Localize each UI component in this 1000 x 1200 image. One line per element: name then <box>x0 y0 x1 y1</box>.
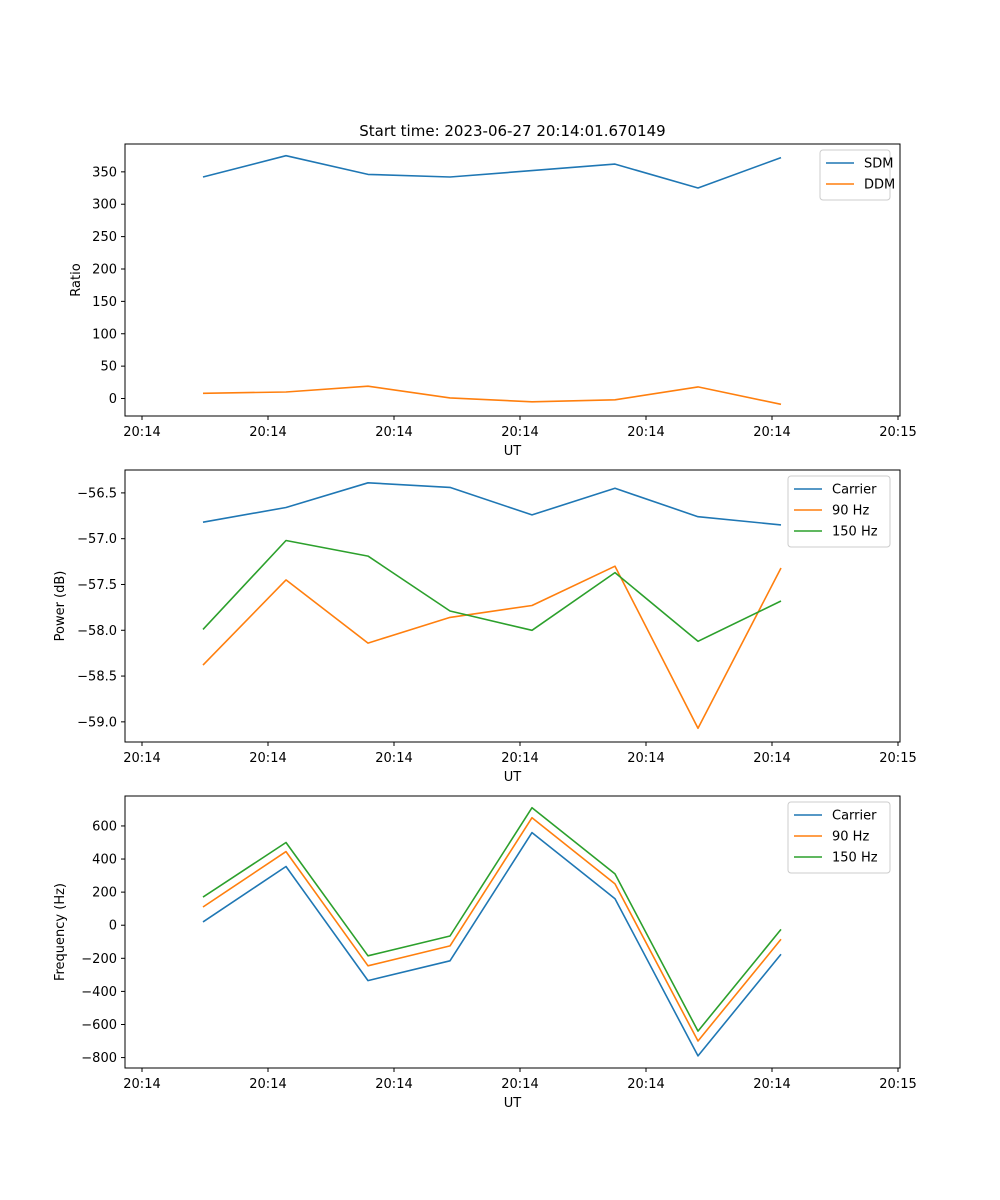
x-tick-label: 20:14 <box>627 751 664 766</box>
x-tick-label: 20:14 <box>501 751 538 766</box>
x-tick-label: 20:15 <box>879 425 916 440</box>
legend-label: Carrier <box>832 483 877 498</box>
legend-box <box>787 475 891 548</box>
panel-3: 20:14 20:14 20:14 20:14 20:14 20:14 20:15 UT −80… <box>53 795 917 1111</box>
y-tick-label: −57.0 <box>77 532 117 547</box>
legend: Carrier 90 Hz 150 Hz <box>787 475 891 548</box>
legend-label: 150 Hz <box>832 525 878 540</box>
legend-label: 90 Hz <box>832 830 869 845</box>
y-tick-label: −59.0 <box>77 715 117 730</box>
x-tick-label: 20:15 <box>879 1077 916 1092</box>
x-axis-label: UT <box>504 770 522 785</box>
y-axis-label: Frequency (Hz) <box>53 883 68 981</box>
x-tick-label: 20:14 <box>249 425 286 440</box>
y-tick-label: 0 <box>109 919 117 934</box>
x-tick-label: 20:14 <box>753 751 790 766</box>
panels: 20:14 20:14 20:14 20:14 20:14 20:14 20:15 UT 0 50… <box>53 143 917 1111</box>
x-tick-label: 20:14 <box>249 1077 286 1092</box>
y-tick-label: 300 <box>92 198 117 213</box>
y-tick-label: −58.5 <box>77 670 117 685</box>
series-line-sdm <box>202 154 782 189</box>
legend-label: SDM <box>864 157 893 172</box>
x-tick-label: 20:14 <box>627 1077 664 1092</box>
y-axis-label: Ratio <box>69 263 84 296</box>
x-axis-label: UT <box>504 1096 522 1111</box>
x-axis-label: UT <box>504 444 522 459</box>
y-tick-label: −56.5 <box>77 486 117 501</box>
x-tick-label: 20:14 <box>249 751 286 766</box>
y-tick-label: 350 <box>92 165 117 180</box>
series-line-150-hz <box>202 806 782 1032</box>
y-tick-label: 0 <box>109 392 117 407</box>
y-tick-label: −400 <box>81 985 117 1000</box>
legend-label: DDM <box>864 178 895 193</box>
x-tick-label: 20:14 <box>123 425 160 440</box>
legend-label: 150 Hz <box>832 851 878 866</box>
y-tick-label: −800 <box>81 1051 117 1066</box>
series-line-carrier <box>202 481 782 526</box>
y-tick-label: 250 <box>92 230 117 245</box>
y-tick-label: −200 <box>81 952 117 967</box>
axes-frame <box>124 469 901 743</box>
legend-box <box>787 801 891 874</box>
y-tick-label: 600 <box>92 819 117 834</box>
y-tick-label: 100 <box>92 327 117 342</box>
y-tick-label: 200 <box>92 262 117 277</box>
x-tick-label: 20:14 <box>753 425 790 440</box>
legend: Carrier 90 Hz 150 Hz <box>787 801 891 874</box>
series-line-carrier <box>202 831 782 1057</box>
x-tick-label: 20:15 <box>879 751 916 766</box>
x-tick-label: 20:14 <box>375 425 412 440</box>
x-tick-label: 20:14 <box>123 751 160 766</box>
series-line-150-hz <box>202 539 782 643</box>
series-line-90-hz <box>202 816 782 1042</box>
y-tick-label: 400 <box>92 853 117 868</box>
axes-frame <box>124 795 901 1069</box>
x-tick-label: 20:14 <box>123 1077 160 1092</box>
y-tick-label: −58.0 <box>77 624 117 639</box>
x-tick-label: 20:14 <box>627 425 664 440</box>
series-line-ddm <box>202 385 782 406</box>
series-line-90-hz <box>202 565 782 730</box>
panel-2: 20:14 20:14 20:14 20:14 20:14 20:14 20:15 UT −59… <box>53 469 917 785</box>
x-tick-label: 20:14 <box>753 1077 790 1092</box>
y-tick-label: 150 <box>92 295 117 310</box>
legend: SDM DDM <box>819 149 895 201</box>
figure-title: Start time: 2023-06-27 20:14:01.670149 <box>359 122 665 140</box>
legend-label: Carrier <box>832 809 877 824</box>
y-tick-label: −600 <box>81 1018 117 1033</box>
axes-frame <box>124 143 901 417</box>
y-tick-label: 50 <box>100 360 117 375</box>
x-tick-label: 20:14 <box>501 1077 538 1092</box>
x-tick-label: 20:14 <box>375 751 412 766</box>
legend-label: 90 Hz <box>832 504 869 519</box>
panel-1: 20:14 20:14 20:14 20:14 20:14 20:14 20:15 UT 0 50… <box>69 143 917 459</box>
y-axis-label: Power (dB) <box>53 571 68 642</box>
x-tick-label: 20:14 <box>501 425 538 440</box>
y-tick-label: 200 <box>92 886 117 901</box>
x-tick-label: 20:14 <box>375 1077 412 1092</box>
y-tick-label: −57.5 <box>77 578 117 593</box>
